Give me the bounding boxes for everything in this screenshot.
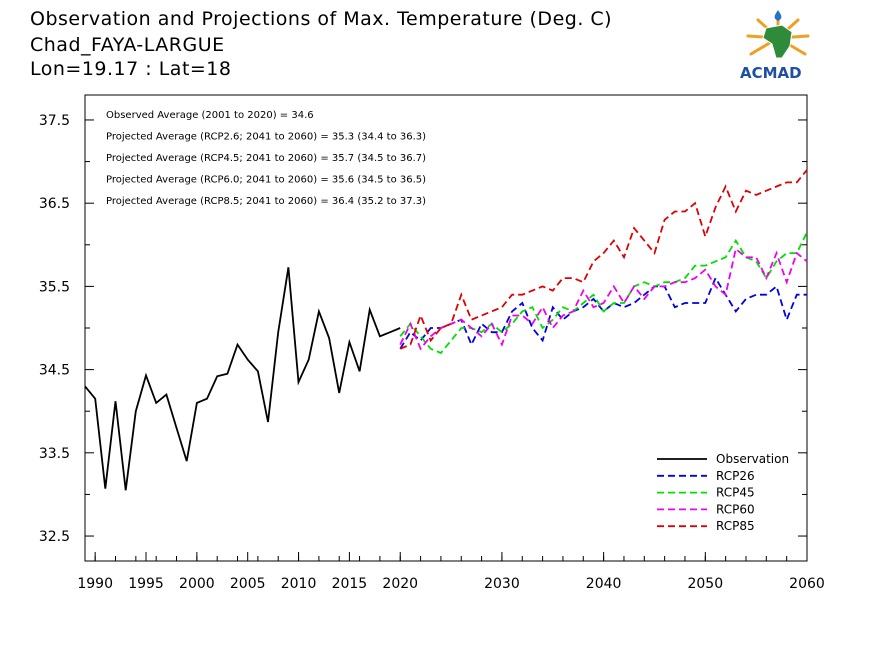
y-tick-label: 36.5 [39,196,70,212]
y-tick-label: 32.5 [39,529,70,545]
series-line-rcp60 [399,247,808,351]
series-line-rcp85 [399,169,808,350]
x-tick-label: 2060 [789,576,825,592]
series-line-observation [84,267,401,491]
average-annotation: Projected Average (RCP8.5; 2041 to 2060)… [106,196,426,207]
x-tick-label: 2050 [687,576,723,592]
legend-label: Observation [716,452,789,466]
legend-label: RCP85 [716,519,755,533]
chart-title: Observation and Projections of Max. Temp… [30,8,613,30]
legend-label: RCP26 [716,469,755,483]
x-tick-label: 2015 [332,576,368,592]
average-annotation: Projected Average (RCP6.0; 2041 to 2060)… [106,175,426,186]
x-tick-label: 1995 [128,576,164,592]
x-tick-label: 2040 [586,576,622,592]
legend-label: RCP60 [716,502,755,516]
acmad-logo [738,8,818,86]
x-tick-label: 2030 [484,576,520,592]
y-tick-label: 37.5 [39,113,70,129]
x-tick-label: 2005 [230,576,266,592]
x-tick-label: 2010 [281,576,317,592]
y-tick-label: 33.5 [39,446,70,462]
y-tick-label: 34.5 [39,363,70,379]
y-tick-label: 35.5 [39,279,70,295]
legend-label: RCP45 [716,486,755,500]
plot-frame [84,94,808,562]
average-annotation: Projected Average (RCP2.6; 2041 to 2060)… [106,132,426,143]
station-coordinates: Lon=19.17 : Lat=18 [30,58,232,80]
station-name: Chad_FAYA-LARGUE [30,34,225,56]
x-tick-label: 2000 [179,576,215,592]
x-tick-label: 1990 [77,576,113,592]
series-line-rcp26 [399,276,807,350]
series-line-rcp45 [399,231,808,355]
x-tick-label: 2020 [382,576,418,592]
acmad-logo-text: ACMAD [740,64,802,82]
average-annotation: Observed Average (2001 to 2020) = 34.6 [106,110,314,121]
average-annotation: Projected Average (RCP4.5; 2041 to 2060)… [106,153,426,164]
